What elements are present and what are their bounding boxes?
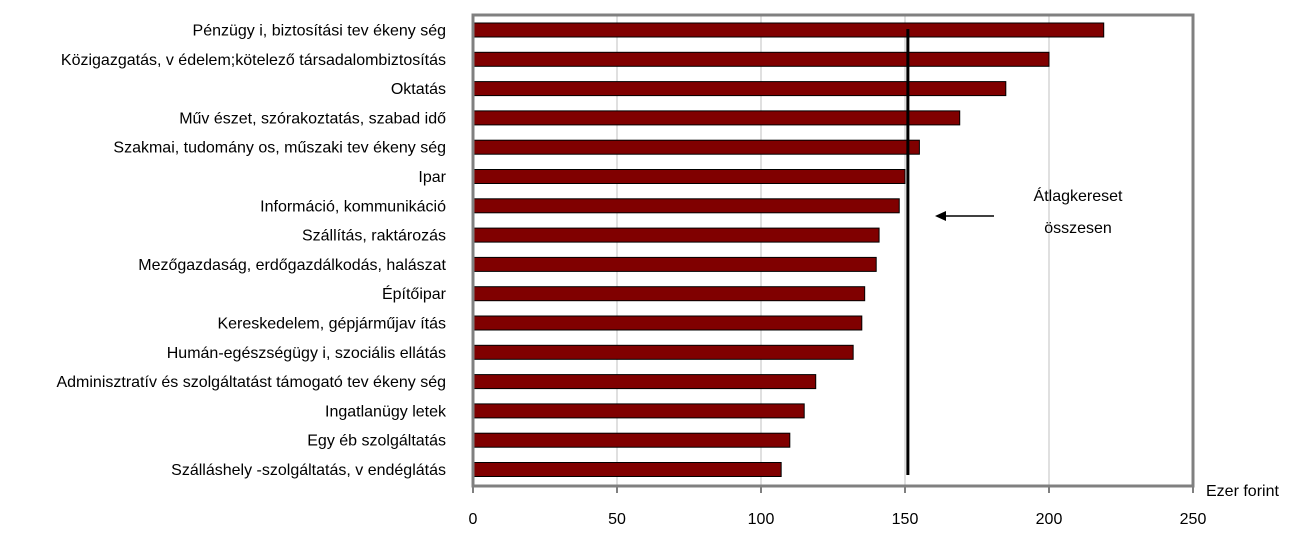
category-label: Szálláshely -szolgáltatás, v endéglátás	[171, 462, 446, 479]
category-label: Adminisztratív és szolgáltatást támogató…	[56, 374, 446, 391]
bar	[472, 315, 863, 331]
category-label: Szakmai, tudomány os, műszaki tev ékeny …	[113, 140, 446, 157]
category-label: Oktatás	[391, 81, 446, 98]
bar	[472, 139, 920, 155]
bar	[472, 256, 877, 272]
bar	[472, 374, 817, 390]
x-tick-label: 250	[1180, 511, 1207, 528]
x-tick-label: 50	[608, 511, 626, 528]
x-unit-label: Ezer forint	[1206, 483, 1279, 500]
annotation-line-2: összesen	[1044, 220, 1112, 237]
bar	[472, 344, 854, 360]
annotation-line-1: Átlagkereset	[1034, 186, 1123, 205]
average-annotation: Átlagkereset összesen	[935, 186, 1123, 237]
annotation-arrow-head	[935, 211, 946, 221]
category-label: Ipar	[418, 169, 446, 186]
category-label: Műv észet, szórakoztatás, szabad idő	[179, 110, 446, 127]
category-label: Humán-egészségügy i, szociális ellátás	[167, 345, 446, 362]
category-label: Szállítás, raktározás	[302, 228, 446, 245]
x-tick-label: 100	[748, 511, 775, 528]
category-labels: Pénzügy i, biztosítási tev ékeny ség Közi…	[56, 23, 447, 480]
bars	[472, 22, 1105, 477]
bar	[472, 198, 900, 214]
bar	[472, 462, 782, 477]
bar	[472, 51, 1050, 67]
category-label: Információ, kommunikáció	[260, 198, 446, 215]
x-tick-label: 150	[892, 511, 919, 528]
bar	[472, 81, 1007, 97]
bar	[472, 22, 1105, 38]
bar	[472, 110, 961, 126]
x-axis: 0 50 100 150 200 250	[469, 486, 1207, 528]
x-tick-label: 0	[469, 511, 478, 528]
bar	[472, 403, 805, 419]
category-label: Ingatlanügy letek	[325, 403, 447, 420]
category-label: Közigazgatás, v édelem;kötelező társadal…	[61, 52, 446, 69]
bar	[472, 432, 791, 448]
bar	[472, 286, 866, 302]
bar	[472, 169, 906, 184]
category-label: Pénzügy i, biztosítási tev ékeny ség	[193, 23, 446, 40]
bar	[472, 227, 880, 243]
x-tick-label: 200	[1036, 511, 1063, 528]
category-label: Mezőgazdaság, erdőgazdálkodás, halászat	[138, 257, 446, 274]
category-label: Egy éb szolgáltatás	[307, 433, 446, 450]
plot-frame	[471, 13, 1195, 488]
category-label: Kereskedelem, gépjárműjav ítás	[217, 316, 446, 333]
category-label: Építőipar	[382, 284, 447, 303]
